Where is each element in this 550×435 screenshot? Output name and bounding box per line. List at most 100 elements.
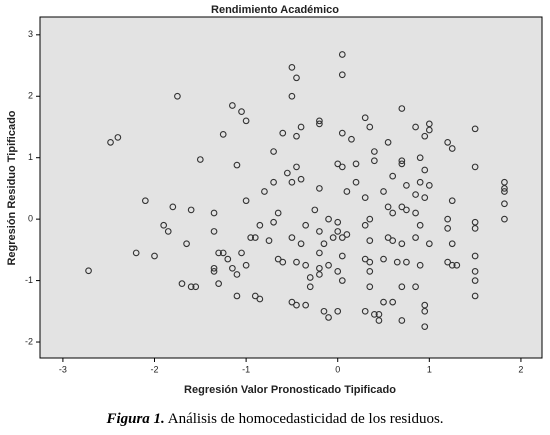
point: [384, 203, 392, 211]
point: [366, 268, 374, 275]
point: [471, 225, 479, 232]
point: [334, 268, 342, 275]
chart-title: Rendimiento Académico: [211, 4, 339, 16]
point: [361, 255, 369, 263]
point: [293, 301, 300, 309]
point: [384, 234, 392, 241]
point: [329, 234, 337, 241]
point: [288, 64, 296, 71]
point: [398, 317, 406, 324]
y-tick-label: -1: [25, 275, 33, 285]
point: [270, 218, 277, 226]
point: [412, 283, 419, 291]
point: [398, 283, 406, 291]
y-axis-label: Regresión Residuo Tipificado: [6, 110, 18, 265]
point: [338, 234, 346, 241]
point: [132, 249, 140, 257]
point: [421, 132, 429, 140]
point: [471, 292, 479, 300]
point: [403, 206, 410, 214]
point: [352, 178, 360, 186]
point: [471, 277, 479, 284]
point: [325, 261, 332, 269]
x-axis-label: Regresión Valor Pronosticado Tipificado: [184, 384, 396, 396]
x-tick-label: 1: [427, 364, 432, 374]
point: [380, 255, 387, 263]
point: [107, 138, 114, 146]
point: [224, 255, 232, 263]
point: [398, 160, 406, 168]
point: [471, 163, 479, 171]
point: [343, 231, 351, 238]
point: [343, 188, 351, 195]
point: [151, 252, 158, 260]
point: [279, 258, 287, 266]
point: [302, 261, 310, 269]
point: [293, 74, 300, 82]
caption-label: Figura 1.: [105, 411, 164, 427]
point: [371, 311, 378, 318]
point: [416, 154, 424, 162]
point: [274, 255, 282, 263]
point: [448, 240, 456, 248]
point: [316, 264, 323, 272]
point: [316, 120, 323, 128]
point: [366, 283, 374, 291]
point: [421, 307, 429, 315]
point: [444, 258, 451, 266]
point: [233, 161, 241, 169]
point: [371, 157, 378, 165]
point: [334, 228, 342, 235]
point: [453, 261, 461, 269]
point: [334, 218, 342, 226]
point: [380, 188, 387, 195]
point: [210, 268, 218, 275]
point: [393, 258, 401, 266]
point: [251, 234, 259, 241]
point: [288, 234, 296, 241]
point: [229, 264, 236, 272]
point: [233, 271, 241, 278]
point: [306, 283, 314, 291]
point: [297, 240, 305, 248]
point: [366, 258, 374, 266]
point: [316, 185, 323, 192]
point: [389, 172, 397, 180]
point: [389, 237, 397, 244]
x-tick-label: -2: [150, 364, 158, 374]
point: [425, 126, 433, 134]
point: [412, 234, 419, 241]
x-tick-label: -1: [242, 364, 250, 374]
point: [338, 129, 346, 137]
point: [247, 234, 255, 241]
point: [174, 92, 181, 100]
point: [425, 181, 433, 189]
point: [380, 298, 387, 306]
point: [389, 298, 397, 306]
point: [302, 301, 310, 309]
point: [210, 228, 218, 235]
caption: Figura 1. Análisis de homocedasticidad d…: [105, 411, 443, 427]
point: [338, 277, 346, 284]
point: [251, 292, 259, 300]
point: [361, 194, 369, 201]
point: [261, 188, 268, 195]
point: [178, 280, 186, 288]
y-tick-label: 3: [28, 29, 33, 39]
point: [471, 125, 479, 133]
point: [288, 178, 296, 186]
point: [412, 123, 419, 131]
point: [283, 169, 291, 177]
point: [192, 283, 200, 291]
point: [412, 191, 419, 198]
point: [501, 188, 508, 195]
point: [219, 131, 227, 138]
point: [302, 221, 310, 229]
point: [270, 148, 277, 155]
point: [160, 221, 168, 229]
point: [403, 258, 410, 266]
point: [421, 194, 429, 201]
point: [114, 134, 122, 141]
point: [421, 166, 429, 174]
point: [471, 268, 479, 275]
